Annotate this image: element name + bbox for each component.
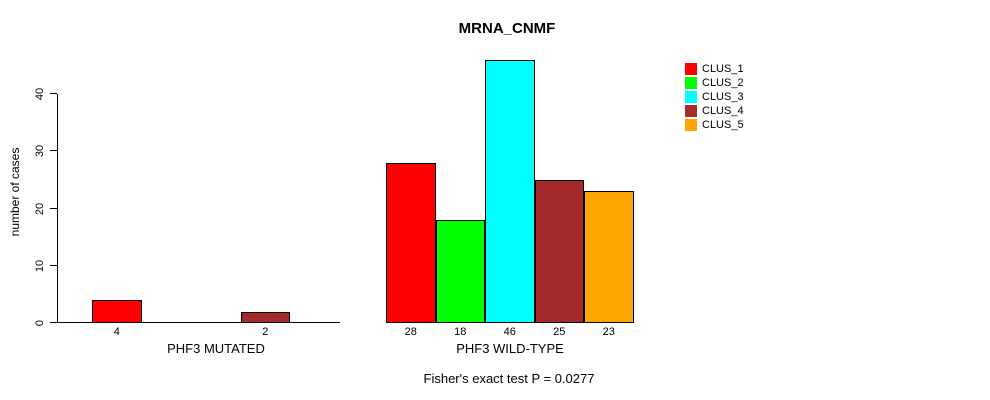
bar-value-label: 46 — [503, 326, 516, 338]
x-axis-line-group-0 — [57, 322, 340, 323]
legend-swatch-clus-2-icon — [685, 77, 697, 89]
y-axis-tick — [50, 93, 57, 95]
bar-value-label: 2 — [262, 326, 269, 338]
legend-item-clus-5: CLUS_5 — [685, 119, 744, 131]
legend-label-clus-5: CLUS_5 — [702, 119, 744, 131]
bar-clus-1-group-0 — [92, 300, 142, 323]
chart-title: MRNA_CNMF — [458, 20, 556, 37]
bar-clus-4-group-1 — [534, 180, 584, 323]
y-axis-tick-label: 40 — [34, 88, 46, 101]
legend-label-clus-1: CLUS_1 — [702, 63, 744, 75]
legend-label-clus-3: CLUS_3 — [702, 91, 744, 103]
y-axis-tick — [50, 264, 57, 266]
legend-item-clus-1: CLUS_1 — [685, 63, 744, 75]
bar-clus-2-group-1 — [435, 220, 485, 323]
y-axis-tick — [50, 322, 57, 323]
y-axis-title: number of cases — [8, 147, 22, 237]
legend-item-clus-2: CLUS_2 — [685, 77, 744, 89]
y-axis-tick-label: 20 — [34, 202, 46, 215]
x-group-label-phf3-mutated: PHF3 MUTATED — [167, 341, 265, 356]
bar-value-label: 18 — [454, 326, 467, 338]
y-axis-line — [57, 94, 58, 323]
legend-label-clus-2: CLUS_2 — [702, 77, 744, 89]
bar-clus-5-group-1 — [584, 191, 634, 323]
fisher-test-footnote: Fisher's exact test P = 0.0277 — [423, 371, 595, 386]
bar-value-label: 25 — [553, 326, 566, 338]
bar-value-label: 28 — [404, 326, 417, 338]
legend-item-clus-3: CLUS_3 — [685, 91, 744, 103]
legend-label-clus-4: CLUS_4 — [702, 105, 744, 117]
y-axis-tick-label: 10 — [34, 259, 46, 272]
y-axis-tick — [50, 150, 57, 152]
bar-clus-1-group-1 — [386, 162, 436, 323]
y-axis-tick — [50, 207, 57, 209]
legend-swatch-clus-1-icon — [685, 63, 697, 75]
y-axis-tick-label: 30 — [34, 145, 46, 158]
bar-value-label: 4 — [113, 326, 120, 338]
legend-item-clus-4: CLUS_4 — [685, 105, 744, 117]
bar-clus-3-group-1 — [485, 59, 535, 323]
legend-swatch-clus-4-icon — [685, 105, 697, 117]
legend-swatch-clus-5-icon — [685, 119, 697, 131]
y-axis-tick-label: 0 — [34, 319, 46, 327]
x-group-label-phf3-wild-type: PHF3 WILD-TYPE — [456, 341, 564, 356]
bar-value-label: 23 — [602, 326, 615, 338]
bar-clus-4-group-0 — [240, 311, 290, 323]
legend-swatch-clus-3-icon — [685, 91, 697, 103]
